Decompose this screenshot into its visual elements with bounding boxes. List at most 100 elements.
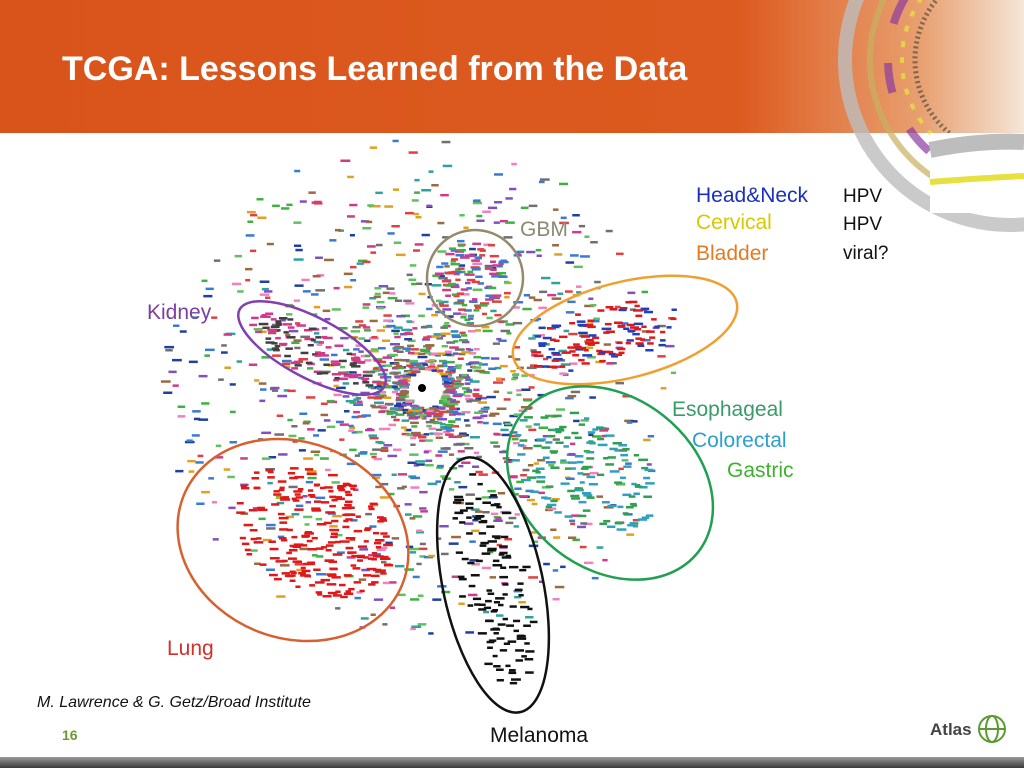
sample-dash <box>439 525 449 528</box>
sample-dash <box>386 324 396 328</box>
sample-dash <box>410 363 419 367</box>
sample-dash <box>382 356 393 359</box>
sample-dash <box>385 379 391 382</box>
sample-dash <box>454 481 461 484</box>
sample-dash <box>257 216 267 219</box>
sample-dash <box>464 394 471 398</box>
sample-dash <box>208 477 214 480</box>
sample-dash <box>172 384 179 387</box>
sample-dash <box>561 351 571 354</box>
sample-dash <box>447 405 455 408</box>
page-number: 16 <box>62 727 78 743</box>
sample-dash <box>371 581 379 584</box>
sample-dash <box>576 320 586 323</box>
sample-dash <box>330 360 340 363</box>
sample-dash <box>298 358 308 361</box>
sample-dash <box>465 281 471 285</box>
sample-dash <box>582 509 591 512</box>
sample-dash <box>475 329 481 332</box>
sample-dash <box>313 568 321 571</box>
sample-dash <box>490 357 500 360</box>
sample-dash <box>399 392 409 395</box>
sample-dash <box>389 292 396 295</box>
sample-dash <box>558 349 567 353</box>
sample-dash <box>470 266 480 269</box>
sample-dash <box>409 366 419 370</box>
sample-dash <box>273 490 280 493</box>
sample-dash <box>378 285 389 288</box>
sample-dash <box>345 518 353 521</box>
sample-dash <box>455 551 463 554</box>
sample-dash <box>295 585 301 588</box>
sample-dash <box>529 620 538 624</box>
sample-dash <box>457 434 466 437</box>
sample-dash <box>287 326 295 329</box>
sample-dash <box>349 371 357 374</box>
sample-dash <box>575 313 581 316</box>
sample-dash <box>471 280 480 284</box>
sample-dash <box>436 406 445 409</box>
sample-dash <box>522 307 532 311</box>
sample-dash <box>552 414 562 418</box>
sample-dash <box>622 512 629 515</box>
sample-dash <box>631 482 637 486</box>
sample-dash <box>388 423 396 427</box>
sample-dash <box>460 316 467 319</box>
sample-dash <box>315 496 326 500</box>
sample-dash <box>275 496 284 499</box>
sample-dash <box>632 525 639 528</box>
sample-dash <box>553 339 560 342</box>
sample-dash <box>309 584 316 587</box>
sample-dash <box>360 391 370 395</box>
sample-dash <box>563 329 570 333</box>
cluster-label: Kidney <box>147 301 212 324</box>
sample-dash <box>414 243 424 246</box>
sample-dash <box>320 578 331 582</box>
sample-dash <box>591 576 599 580</box>
sample-dash <box>449 488 455 491</box>
sample-dash <box>372 568 382 572</box>
sample-dash <box>478 532 487 535</box>
sample-dash <box>372 367 379 370</box>
sample-dash <box>637 518 648 521</box>
sample-dash <box>381 482 389 486</box>
sample-dash <box>481 496 492 499</box>
sample-dash <box>503 236 513 239</box>
sample-dash <box>666 326 672 329</box>
sample-dash <box>596 473 605 477</box>
sample-dash <box>632 519 640 522</box>
sample-dash <box>338 327 348 330</box>
sample-dash <box>425 459 433 462</box>
cluster-label: GBM <box>520 218 568 241</box>
sample-dash <box>547 507 557 510</box>
gi-label: Esophageal <box>672 398 783 421</box>
sample-dash <box>385 541 393 545</box>
sample-dash <box>335 607 341 610</box>
sample-dash <box>450 330 459 333</box>
sample-dash <box>331 308 341 311</box>
sample-dash <box>411 362 422 365</box>
sample-dash <box>348 429 355 432</box>
sample-dash <box>578 423 585 426</box>
sample-dash <box>259 293 270 296</box>
sample-dash <box>551 351 560 355</box>
sample-dash <box>626 533 635 536</box>
sample-dash <box>383 444 393 447</box>
sample-dash <box>611 355 619 358</box>
sample-dash <box>240 457 248 460</box>
sample-dash <box>436 537 442 540</box>
sample-dash <box>458 244 465 247</box>
sample-dash <box>463 390 473 394</box>
sample-dash <box>269 557 280 560</box>
sample-dash <box>404 503 412 506</box>
sample-dash <box>409 264 417 267</box>
slide-title: TCGA: Lessons Learned from the Data <box>62 50 688 88</box>
sample-dash <box>276 595 286 598</box>
sample-dash <box>459 339 468 342</box>
sample-dash <box>333 378 339 382</box>
sample-dash <box>203 294 213 298</box>
sample-dash <box>407 371 414 374</box>
sample-dash <box>428 170 434 173</box>
sample-dash <box>467 369 473 372</box>
